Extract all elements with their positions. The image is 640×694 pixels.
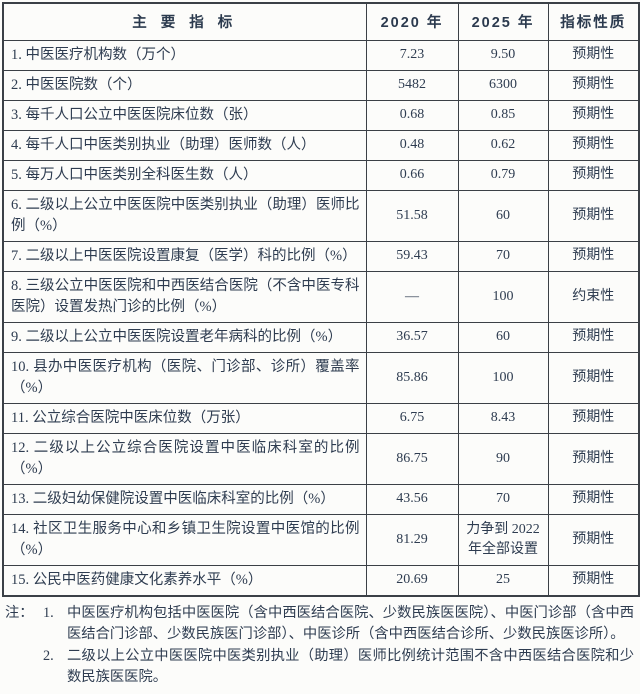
nature-cell: 预期性: [547, 240, 640, 272]
nature-cell: 预期性: [547, 513, 640, 566]
value-2020-cell: 81.29: [365, 513, 459, 566]
value-2025-cell: 70: [457, 240, 549, 272]
notes-prefix-label: 注：: [5, 604, 34, 621]
indicator-cell: 7. 二级以上中医医院设置康复（医学）科的比例（%）: [2, 240, 367, 272]
indicator-cell: 4. 每千人口中医类别执业（助理）医师数（人）: [2, 129, 367, 161]
nature-cell: 预期性: [547, 564, 640, 596]
value-2020-cell: —: [365, 270, 459, 323]
nature-cell: 预期性: [547, 402, 640, 434]
nature-cell: 预期性: [547, 69, 640, 101]
value-2020-cell: 0.66: [365, 159, 459, 191]
value-2020-cell: 85.86: [365, 351, 459, 404]
value-2020-cell: 7.23: [365, 39, 459, 71]
table-row: 8. 三级公立中医医院和中西医结合医院（不含中医专科医院）设置发热门诊的比例（%…: [2, 270, 640, 323]
value-2025-cell: 100: [457, 270, 549, 323]
nature-cell: 预期性: [547, 321, 640, 353]
note-item: 2. 二级以上公立中医医院中医类别执业（助理）医师比例统计范围不含中西医结合医院…: [43, 646, 636, 689]
indicator-cell: 15. 公民中医药健康文化素养水平（%）: [2, 564, 367, 596]
nature-cell: 约束性: [547, 270, 640, 323]
header-year-2020: 2020 年: [365, 2, 459, 41]
indicator-cell: 2. 中医医院数（个）: [2, 69, 367, 101]
indicator-cell: 3. 每千人口公立中医医院床位数（张）: [2, 99, 367, 131]
table-row: 6. 二级以上公立中医医院中医类别执业（助理）医师比例（%） 51.58 60 …: [2, 189, 640, 242]
value-2020-cell: 36.57: [365, 321, 459, 353]
value-2020-cell: 20.69: [365, 564, 459, 596]
table-header-row: 主 要 指 标 2020 年 2025 年 指标性质: [2, 2, 640, 41]
indicator-cell: 5. 每万人口中医类别全科医生数（人）: [2, 159, 367, 191]
note-number: 1.: [43, 604, 54, 621]
nature-cell: 预期性: [547, 189, 640, 242]
value-2020-cell: 0.48: [365, 129, 459, 161]
value-2025-cell: 8.43: [457, 402, 549, 434]
value-2025-cell: 60: [457, 189, 549, 242]
indicator-cell: 8. 三级公立中医医院和中西医结合医院（不含中医专科医院）设置发热门诊的比例（%…: [2, 270, 367, 323]
table-row: 4. 每千人口中医类别执业（助理）医师数（人） 0.48 0.62 预期性: [2, 129, 640, 161]
value-2025-cell: 9.50: [457, 39, 549, 71]
header-main-indicator: 主 要 指 标: [2, 2, 367, 41]
notes: 注： 1. 中医医疗机构包括中医医院（含中西医结合医院、少数民族医医院）、中医门…: [5, 603, 636, 689]
note-text: 二级以上公立中医医院中医类别执业（助理）医师比例统计范围不含中西医结合医院和少数…: [67, 647, 634, 686]
value-2025-cell: 70: [457, 483, 549, 515]
table-row: 13. 二级妇幼保健院设置中医临床科室的比例（%） 43.56 70 预期性: [2, 483, 640, 515]
indicator-cell: 10. 县办中医医疗机构（医院、门诊部、诊所）覆盖率（%）: [2, 351, 367, 404]
value-2025-cell: 力争到 2022 年全部设置: [457, 513, 549, 566]
indicators-table: 主 要 指 标 2020 年 2025 年 指标性质 1. 中医医疗机构数（万个…: [2, 2, 640, 597]
table-row: 1. 中医医疗机构数（万个） 7.23 9.50 预期性: [2, 39, 640, 71]
indicator-cell: 13. 二级妇幼保健院设置中医临床科室的比例（%）: [2, 483, 367, 515]
nature-cell: 预期性: [547, 351, 640, 404]
indicator-cell: 9. 二级以上公立中医医院设置老年病科的比例（%）: [2, 321, 367, 353]
note-item: 1. 中医医疗机构包括中医医院（含中西医结合医院、少数民族医医院）、中医门诊部（…: [43, 603, 636, 646]
table-row: 2. 中医医院数（个） 5482 6300 预期性: [2, 69, 640, 101]
table-row: 3. 每千人口公立中医医院床位数（张） 0.68 0.85 预期性: [2, 99, 640, 131]
note-text: 中医医疗机构包括中医医院（含中西医结合医院、少数民族医医院）、中医门诊部（含中西…: [67, 604, 634, 643]
header-indicator-nature: 指标性质: [547, 2, 640, 41]
value-2025-cell: 6300: [457, 69, 549, 101]
indicator-cell: 14. 社区卫生服务中心和乡镇卫生院设置中医馆的比例（%）: [2, 513, 367, 566]
table-row: 7. 二级以上中医医院设置康复（医学）科的比例（%） 59.43 70 预期性: [2, 240, 640, 272]
indicator-cell: 1. 中医医疗机构数（万个）: [2, 39, 367, 71]
table-row: 10. 县办中医医疗机构（医院、门诊部、诊所）覆盖率（%） 85.86 100 …: [2, 351, 640, 404]
nature-cell: 预期性: [547, 99, 640, 131]
indicator-cell: 12. 二级以上公立综合医院设置中医临床科室的比例（%）: [2, 432, 367, 485]
header-year-2025: 2025 年: [457, 2, 549, 41]
nature-cell: 预期性: [547, 159, 640, 191]
value-2025-cell: 0.85: [457, 99, 549, 131]
notes-items: 1. 中医医疗机构包括中医医院（含中西医结合医院、少数民族医医院）、中医门诊部（…: [43, 603, 636, 689]
table-row: 9. 二级以上公立中医医院设置老年病科的比例（%） 36.57 60 预期性: [2, 321, 640, 353]
table-row: 5. 每万人口中医类别全科医生数（人） 0.66 0.79 预期性: [2, 159, 640, 191]
value-2020-cell: 51.58: [365, 189, 459, 242]
value-2020-cell: 59.43: [365, 240, 459, 272]
indicator-cell: 6. 二级以上公立中医医院中医类别执业（助理）医师比例（%）: [2, 189, 367, 242]
value-2020-cell: 6.75: [365, 402, 459, 434]
value-2020-cell: 5482: [365, 69, 459, 101]
value-2025-cell: 90: [457, 432, 549, 485]
table-row: 14. 社区卫生服务中心和乡镇卫生院设置中医馆的比例（%） 81.29 力争到 …: [2, 513, 640, 566]
value-2020-cell: 0.68: [365, 99, 459, 131]
value-2025-cell: 25: [457, 564, 549, 596]
value-2025-cell: 0.62: [457, 129, 549, 161]
indicator-cell: 11. 公立综合医院中医床位数（万张）: [2, 402, 367, 434]
note-number: 2.: [43, 647, 54, 664]
table-row: 15. 公民中医药健康文化素养水平（%） 20.69 25 预期性: [2, 564, 640, 596]
value-2025-cell: 60: [457, 321, 549, 353]
value-2025-cell: 0.79: [457, 159, 549, 191]
table-row: 12. 二级以上公立综合医院设置中医临床科室的比例（%） 86.75 90 预期…: [2, 432, 640, 485]
value-2020-cell: 86.75: [365, 432, 459, 485]
nature-cell: 预期性: [547, 483, 640, 515]
value-2020-cell: 43.56: [365, 483, 459, 515]
nature-cell: 预期性: [547, 39, 640, 71]
table-row: 11. 公立综合医院中医床位数（万张） 6.75 8.43 预期性: [2, 402, 640, 434]
nature-cell: 预期性: [547, 129, 640, 161]
value-2025-cell: 100: [457, 351, 549, 404]
nature-cell: 预期性: [547, 432, 640, 485]
